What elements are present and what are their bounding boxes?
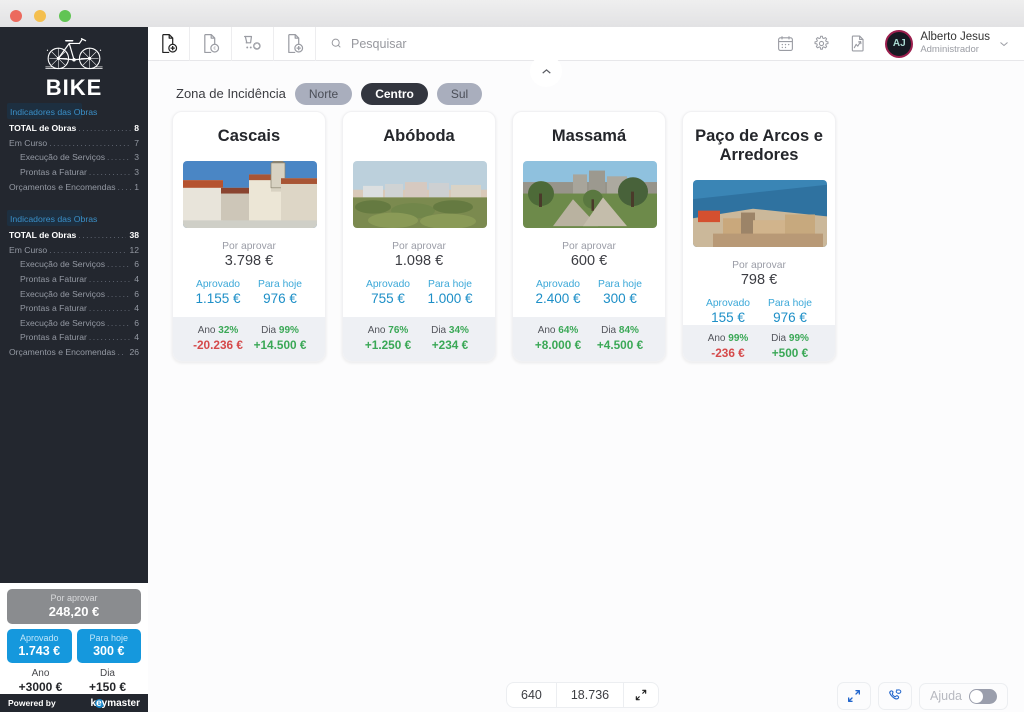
svg-text:€: € [213, 46, 216, 52]
